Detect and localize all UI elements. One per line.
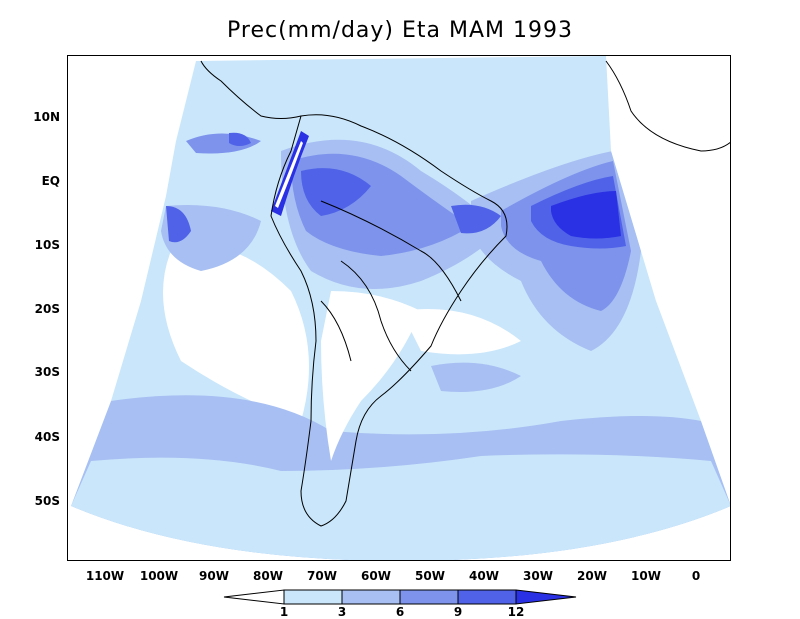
colorbar-segment-above xyxy=(515,589,577,605)
lon-label-30w: 30W xyxy=(523,569,553,583)
colorbar-segment-below xyxy=(223,589,285,605)
coastlines xyxy=(200,60,730,527)
lat-label-30s: 30S xyxy=(34,365,60,379)
lon-label-80w: 80W xyxy=(253,569,283,583)
lat-label-20s: 20S xyxy=(34,302,60,316)
colorbar-label-6: 6 xyxy=(395,605,405,619)
colorbar-segment-1-3 xyxy=(283,589,343,605)
map-frame xyxy=(67,55,731,561)
colorbar-label-12: 12 xyxy=(507,605,525,619)
south-america-dry xyxy=(321,291,421,461)
dry-zone-pacific xyxy=(163,246,309,421)
lat-label-40s: 40S xyxy=(34,430,60,444)
andes-white-streak xyxy=(275,141,303,208)
border-3 xyxy=(320,300,352,362)
precipitation-map xyxy=(71,56,730,560)
lat-label-10s: 10S xyxy=(34,238,60,252)
lon-label-0: 0 xyxy=(691,569,701,583)
lon-label-20w: 20W xyxy=(577,569,607,583)
lon-label-60w: 60W xyxy=(361,569,391,583)
central-america-coast xyxy=(200,60,302,119)
colorbar-label-9: 9 xyxy=(453,605,463,619)
border-2 xyxy=(340,260,412,372)
northeast-heavy xyxy=(451,204,501,234)
atlantic-itcz-extreme xyxy=(551,191,621,239)
map-title: Prec(mm/day) Eta MAM 1993 xyxy=(227,18,573,43)
amazon-heavy xyxy=(301,168,371,216)
border-1 xyxy=(320,200,462,302)
south-atlantic-medium xyxy=(431,362,521,392)
lon-label-110w: 110W xyxy=(85,569,125,583)
lat-label-eq: EQ xyxy=(41,174,60,188)
pacific-itcz-north-core xyxy=(229,132,251,146)
dry-zone-atlantic xyxy=(401,309,521,355)
lon-label-50w: 50W xyxy=(415,569,445,583)
medium-south-band-2 xyxy=(71,454,730,560)
south-america-coast xyxy=(270,114,508,527)
lon-label-90w: 90W xyxy=(199,569,229,583)
colorbar-label-3: 3 xyxy=(337,605,347,619)
africa-coast xyxy=(605,60,730,152)
lon-label-10w: 10W xyxy=(631,569,661,583)
heavy-pacific-spot xyxy=(166,206,191,243)
colorbar-segment-3-6 xyxy=(341,589,401,605)
lat-label-50s: 50S xyxy=(34,494,60,508)
colorbar-label-1: 1 xyxy=(279,605,289,619)
lon-label-40w: 40W xyxy=(469,569,499,583)
lon-label-70w: 70W xyxy=(307,569,337,583)
lon-label-100w: 100W xyxy=(139,569,179,583)
colorbar xyxy=(223,589,577,605)
colorbar-segment-9-12 xyxy=(457,589,517,605)
lat-label-10n: 10N xyxy=(33,110,60,124)
colorbar-segment-6-9 xyxy=(399,589,459,605)
